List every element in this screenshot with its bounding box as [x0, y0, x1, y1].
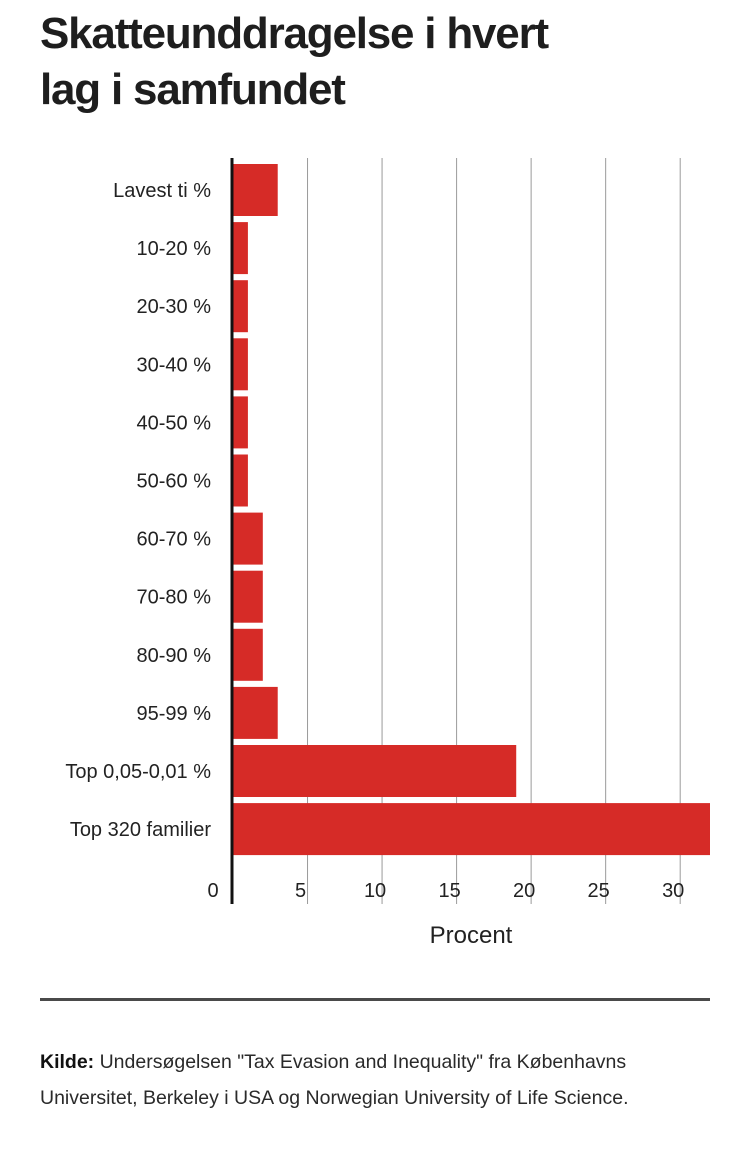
category-label: 50-60 % [137, 471, 212, 493]
chart-title: Skatteunddragelse i hvert lag i samfunde… [40, 6, 730, 118]
category-label: Lavest ti % [113, 180, 211, 202]
category-label: 70-80 % [137, 587, 212, 609]
bar [233, 512, 263, 565]
chart-title-line-2: lag i samfundet [40, 65, 346, 114]
x-tick-label: 5 [295, 880, 306, 902]
bar [233, 628, 263, 681]
bar [233, 222, 248, 275]
bar-chart: Lavest ti % 10-20 % 20-30 % 30-40 % 40-50 % 5… [65, 158, 710, 949]
bar [233, 396, 248, 449]
source-text: Undersøgelsen "Tax Evasion and Inequalit… [40, 1051, 629, 1109]
bar [233, 454, 248, 507]
x-tick-label: 25 [588, 880, 610, 902]
bar [233, 570, 263, 623]
category-label: 10-20 % [137, 238, 212, 260]
x-tick-label: 10 [364, 880, 386, 902]
bars [233, 164, 710, 856]
source-note: Kilde: Undersøgelsen "Tax Evasion and In… [40, 1044, 720, 1116]
divider [40, 998, 710, 1001]
bar [233, 338, 248, 391]
category-label: 95-99 % [137, 703, 212, 725]
bar [233, 280, 248, 333]
bar [233, 803, 710, 856]
category-label: 40-50 % [137, 412, 212, 434]
x-tick-label: 15 [438, 880, 460, 902]
chart-title-line-1: Skatteunddragelse i hvert [40, 9, 549, 58]
category-label: 30-40 % [137, 354, 212, 376]
x-tick-label: 0 [207, 880, 218, 902]
bar [233, 745, 517, 797]
bar [233, 164, 278, 216]
x-tick-label: 30 [662, 880, 684, 902]
category-label: 20-30 % [137, 296, 212, 318]
category-label: Top 0,05-0,01 % [65, 761, 211, 783]
x-tick-label: 20 [513, 880, 535, 902]
category-label: Top 320 familier [70, 819, 212, 841]
bar [233, 686, 278, 739]
x-axis-label: Procent [430, 922, 513, 949]
category-label: 60-70 % [137, 529, 212, 551]
category-labels: Lavest ti % 10-20 % 20-30 % 30-40 % 40-50 % 5… [65, 180, 211, 841]
x-tick-labels: 0 5 10 15 20 25 30 [207, 880, 684, 902]
category-label: 80-90 % [137, 645, 212, 667]
source-label: Kilde: [40, 1051, 95, 1073]
